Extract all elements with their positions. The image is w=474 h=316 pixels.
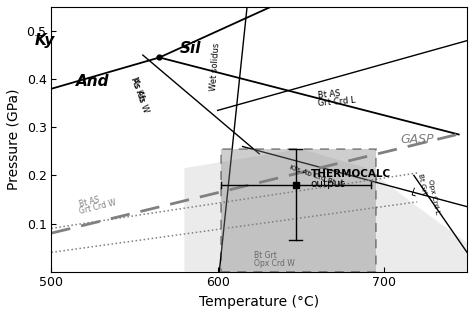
Text: And: And: [76, 74, 110, 89]
Text: THERMOCALC: THERMOCALC: [311, 169, 391, 179]
Text: Opx Crd L: Opx Crd L: [427, 179, 440, 215]
X-axis label: Temperature (°C): Temperature (°C): [199, 295, 319, 309]
Text: output: output: [311, 179, 345, 189]
Bar: [221, 149, 375, 272]
Text: Wet solidus: Wet solidus: [210, 42, 222, 91]
Text: Bt Grt: Bt Grt: [254, 251, 277, 260]
Text: Grt Crd L: Grt Crd L: [318, 96, 356, 108]
Text: Grt Crd W: Grt Crd W: [78, 198, 117, 216]
Text: GASP: GASP: [401, 133, 434, 146]
Polygon shape: [184, 149, 467, 272]
Text: Kfs Ab Crd Bt W: Kfs Ab Crd Bt W: [289, 164, 345, 188]
Text: Opx Crd W: Opx Crd W: [254, 259, 295, 268]
Text: As Kfs W: As Kfs W: [129, 76, 150, 114]
Text: Bt AS: Bt AS: [78, 195, 100, 209]
Text: Ky: Ky: [35, 33, 55, 48]
Text: Bt Grt: Bt Grt: [417, 173, 428, 196]
Text: Ms Ab: Ms Ab: [129, 76, 146, 103]
Text: Bt AS: Bt AS: [318, 89, 341, 100]
Text: Sil: Sil: [179, 41, 201, 56]
Text: L: L: [409, 188, 417, 199]
Y-axis label: Pressure (GPa): Pressure (GPa): [7, 88, 21, 190]
